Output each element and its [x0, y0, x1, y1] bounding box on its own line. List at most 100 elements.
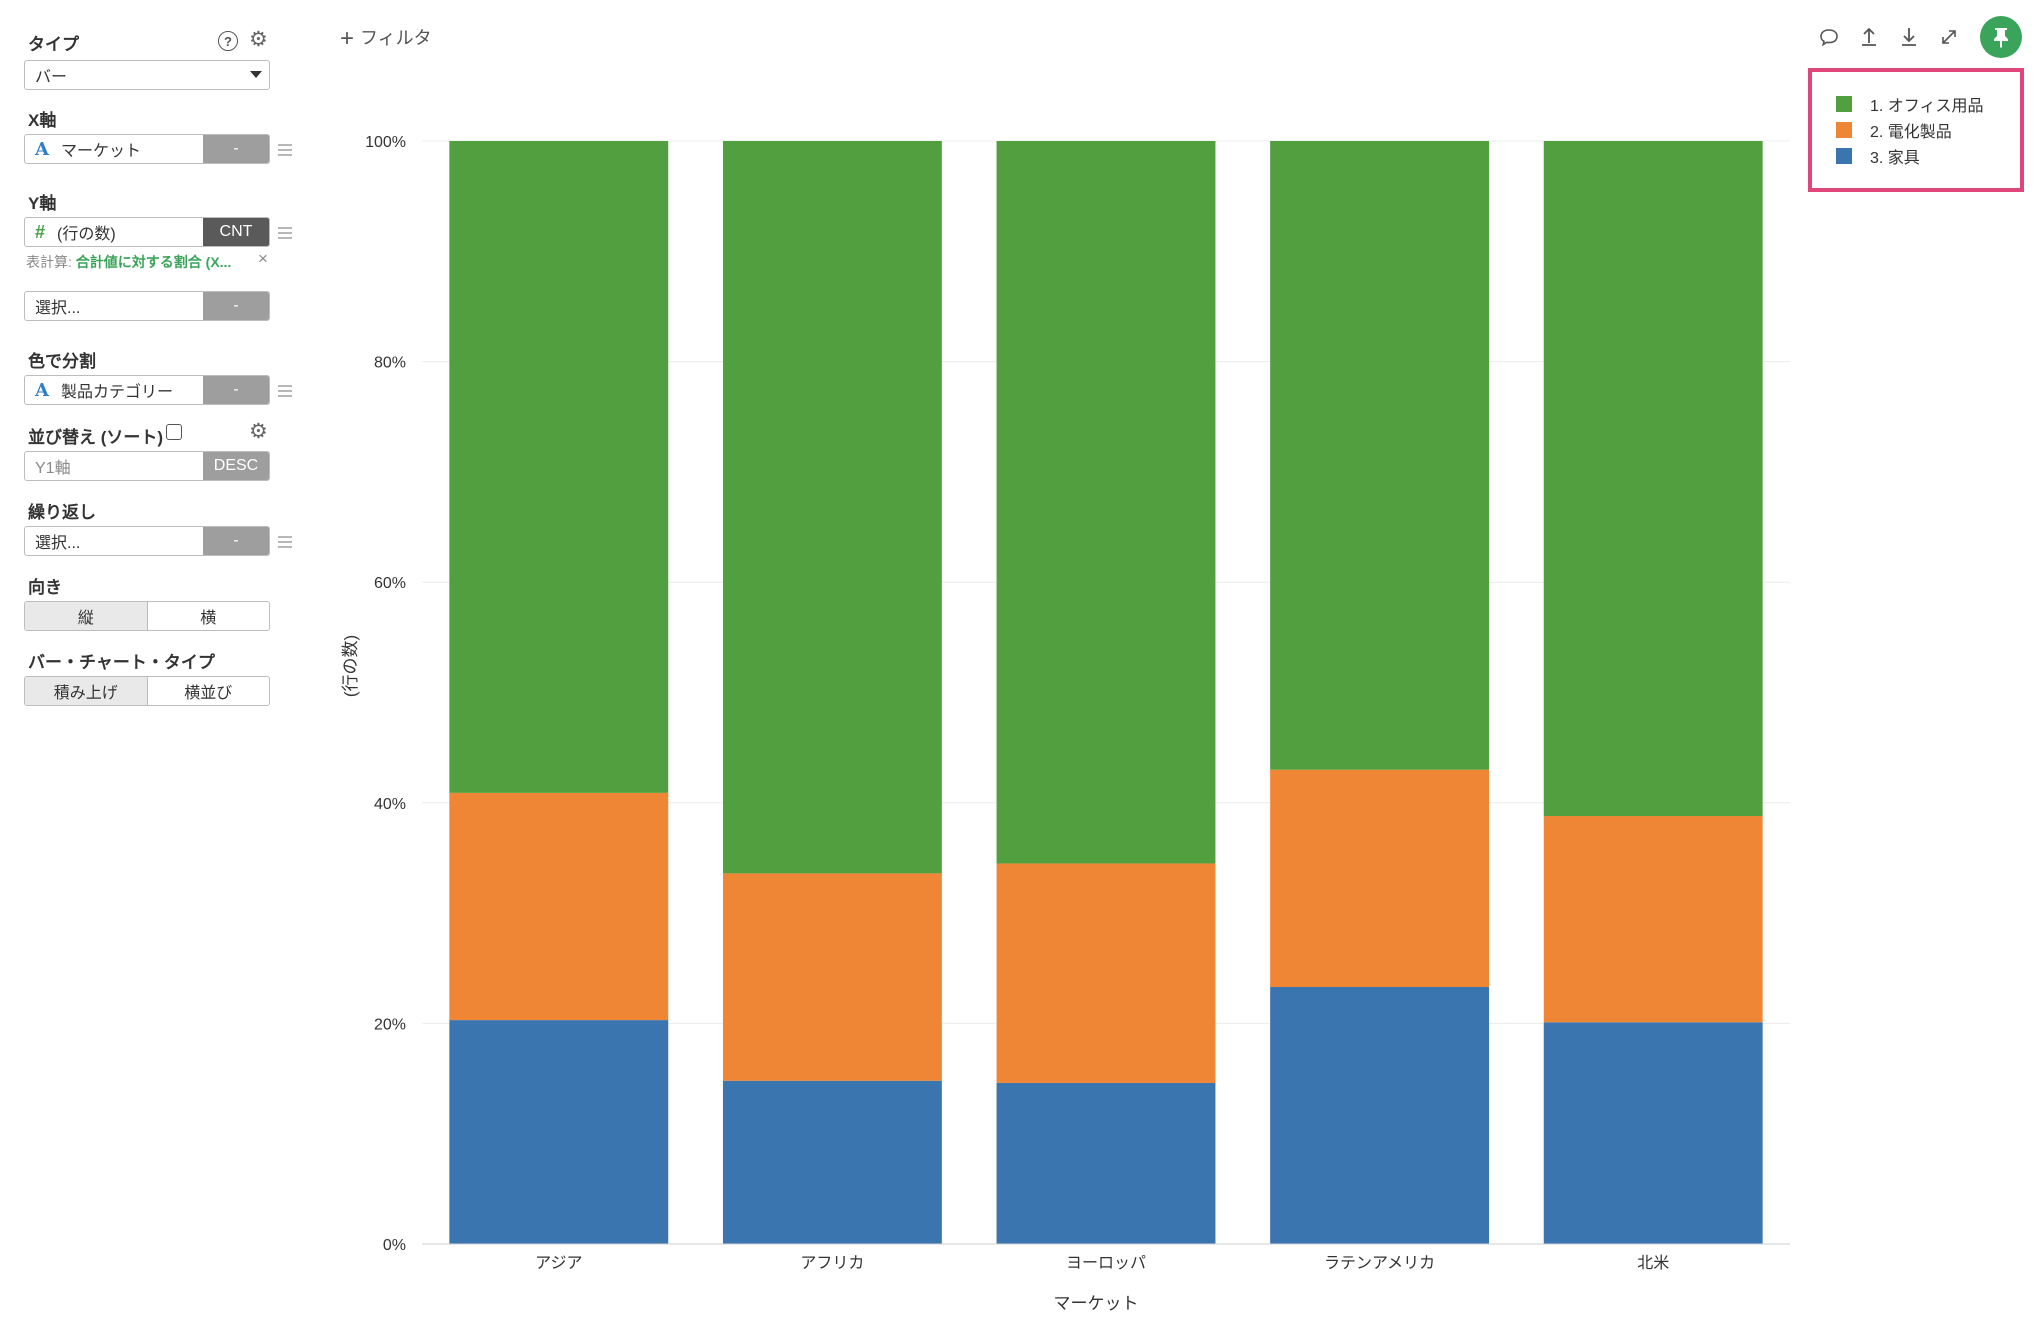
- orientation-toggle: 縦 横: [24, 601, 270, 631]
- orientation-horizontal[interactable]: 横: [146, 602, 270, 630]
- y-tick-label: 0%: [383, 1237, 406, 1254]
- x-axis-field[interactable]: A マーケット -: [24, 134, 270, 164]
- bar-segment[interactable]: [449, 792, 669, 1021]
- sort-order-button[interactable]: DESC: [203, 452, 269, 480]
- bar-segment[interactable]: [1543, 816, 1763, 1023]
- x-axis-menu-icon[interactable]: [278, 144, 292, 156]
- y-tick-label: 80%: [374, 355, 406, 372]
- y-tick-label: 40%: [374, 796, 406, 813]
- chart-settings-panel: タイプ ? ⚙ バー X軸 A マーケット - Y軸 # (行の数) CNT 表計算…: [0, 0, 310, 1322]
- bar-type-label: バー・チャート・タイプ: [28, 653, 215, 672]
- sort-settings-gear-icon[interactable]: ⚙: [249, 420, 268, 443]
- repeat-placeholder: 選択...: [35, 535, 81, 552]
- expand-icon[interactable]: [1936, 24, 1962, 50]
- color-split-label: 色で分割: [28, 352, 96, 371]
- sort-field-value: Y1軸: [35, 460, 71, 477]
- remove-calc-icon[interactable]: ×: [258, 249, 268, 268]
- bar-segment[interactable]: [722, 1080, 942, 1244]
- chart-type-select[interactable]: バー: [24, 60, 270, 90]
- x-tick-label: ヨーロッパ: [1066, 1255, 1146, 1272]
- bar-segment[interactable]: [1270, 769, 1490, 988]
- bar-segment[interactable]: [996, 1082, 1216, 1244]
- number-type-icon: #: [35, 221, 46, 242]
- legend-label: 1. オフィス用品: [1870, 98, 1984, 115]
- repeat-label: 繰り返し: [28, 503, 96, 522]
- pin-button[interactable]: [1980, 16, 2022, 58]
- sort-field[interactable]: Y1軸 DESC: [24, 451, 270, 481]
- bar-segment[interactable]: [449, 1020, 669, 1244]
- legend-swatch: [1836, 148, 1852, 164]
- legend-label: 2. 電化製品: [1870, 124, 1952, 141]
- legend-label: 3. 家具: [1870, 150, 1920, 167]
- bar-segment[interactable]: [722, 873, 942, 1081]
- y-axis-ticks: 0% 20% 40% 60% 80% 100%: [365, 134, 406, 1254]
- sort-label: 並び替え (ソート): [28, 428, 164, 447]
- y-axis-label: Y軸: [28, 194, 57, 213]
- settings-gear-icon[interactable]: ⚙: [249, 28, 268, 51]
- bar-segment[interactable]: [1270, 987, 1490, 1244]
- bar-type-side-by-side[interactable]: 横並び: [146, 677, 270, 705]
- caret-down-icon: [243, 61, 269, 89]
- repeat-field[interactable]: 選択... -: [24, 526, 270, 556]
- add-filter-button[interactable]: + フィルタ: [340, 24, 432, 53]
- y2-axis-agg-button[interactable]: -: [203, 292, 269, 320]
- upload-icon[interactable]: [1856, 24, 1882, 50]
- table-calculation[interactable]: 表計算: 合計値に対する割合 (X...: [26, 252, 231, 272]
- y-axis-field[interactable]: # (行の数) CNT: [24, 217, 270, 247]
- y-tick-label: 100%: [365, 134, 406, 151]
- repeat-menu-icon[interactable]: [278, 536, 292, 548]
- bar-segment[interactable]: [1270, 141, 1490, 770]
- orientation-label: 向き: [28, 578, 62, 597]
- plus-icon: +: [340, 25, 355, 52]
- legend-item[interactable]: 2. 電化製品: [1836, 120, 1952, 141]
- x-axis-field-name: マーケット: [60, 143, 141, 160]
- bar-segment[interactable]: [449, 141, 669, 793]
- x-tick-label: 北米: [1637, 1254, 1669, 1272]
- bar-segment[interactable]: [996, 863, 1216, 1083]
- y-axis-agg-button[interactable]: CNT: [203, 218, 269, 246]
- sort-checkbox[interactable]: [166, 424, 182, 440]
- help-icon[interactable]: ?: [218, 31, 238, 51]
- color-field[interactable]: A 製品カテゴリー -: [24, 375, 270, 405]
- y-axis-menu-icon[interactable]: [278, 227, 292, 239]
- calc-value: 合計値に対する割合 (X...: [75, 254, 232, 270]
- bar-segment[interactable]: [1543, 141, 1763, 817]
- bar-segment[interactable]: [1543, 1022, 1763, 1244]
- y-axis-title: (行の数): [341, 635, 360, 697]
- x-tick-label: ラテンアメリカ: [1324, 1255, 1435, 1272]
- chart-type-value: バー: [35, 69, 68, 86]
- legend-swatch: [1836, 96, 1852, 112]
- chart-bars: [449, 141, 1763, 1244]
- x-axis-label: X軸: [28, 111, 57, 130]
- type-label: タイプ: [28, 35, 79, 54]
- x-axis-title: マーケット: [1054, 1294, 1139, 1313]
- bar-type-toggle: 積み上げ 横並び: [24, 676, 270, 706]
- legend-item[interactable]: 3. 家具: [1836, 146, 1920, 167]
- filter-label: フィルタ: [360, 28, 432, 48]
- pin-icon: [1994, 28, 2008, 48]
- legend-item[interactable]: 1. オフィス用品: [1836, 94, 1984, 115]
- x-axis-ticks: アジア アフリカ ヨーロッパ ラテンアメリカ 北米: [535, 1254, 1669, 1272]
- legend-swatch: [1836, 122, 1852, 138]
- bar-type-stacked[interactable]: 積み上げ: [25, 677, 147, 705]
- y-tick-label: 20%: [374, 1016, 406, 1033]
- y-tick-label: 60%: [374, 575, 406, 592]
- repeat-agg-button[interactable]: -: [203, 527, 269, 555]
- y-axis-field-name: (行の数): [57, 226, 116, 243]
- x-axis-agg-button[interactable]: -: [203, 135, 269, 163]
- orientation-vertical[interactable]: 縦: [25, 602, 147, 630]
- y2-axis-field[interactable]: 選択... -: [24, 291, 270, 321]
- bar-segment[interactable]: [722, 141, 942, 874]
- color-agg-button[interactable]: -: [203, 376, 269, 404]
- text-type-icon: A: [35, 138, 49, 160]
- x-tick-label: アフリカ: [800, 1255, 864, 1272]
- comment-icon[interactable]: [1816, 24, 1842, 50]
- x-tick-label: アジア: [535, 1255, 582, 1272]
- download-icon[interactable]: [1896, 24, 1922, 50]
- color-menu-icon[interactable]: [278, 385, 292, 397]
- y2-axis-placeholder: 選択...: [35, 300, 81, 317]
- calc-prefix: 表計算:: [26, 254, 72, 270]
- chart-legend: 1. オフィス用品 2. 電化製品 3. 家具: [1808, 68, 2024, 192]
- bar-segment[interactable]: [996, 141, 1216, 864]
